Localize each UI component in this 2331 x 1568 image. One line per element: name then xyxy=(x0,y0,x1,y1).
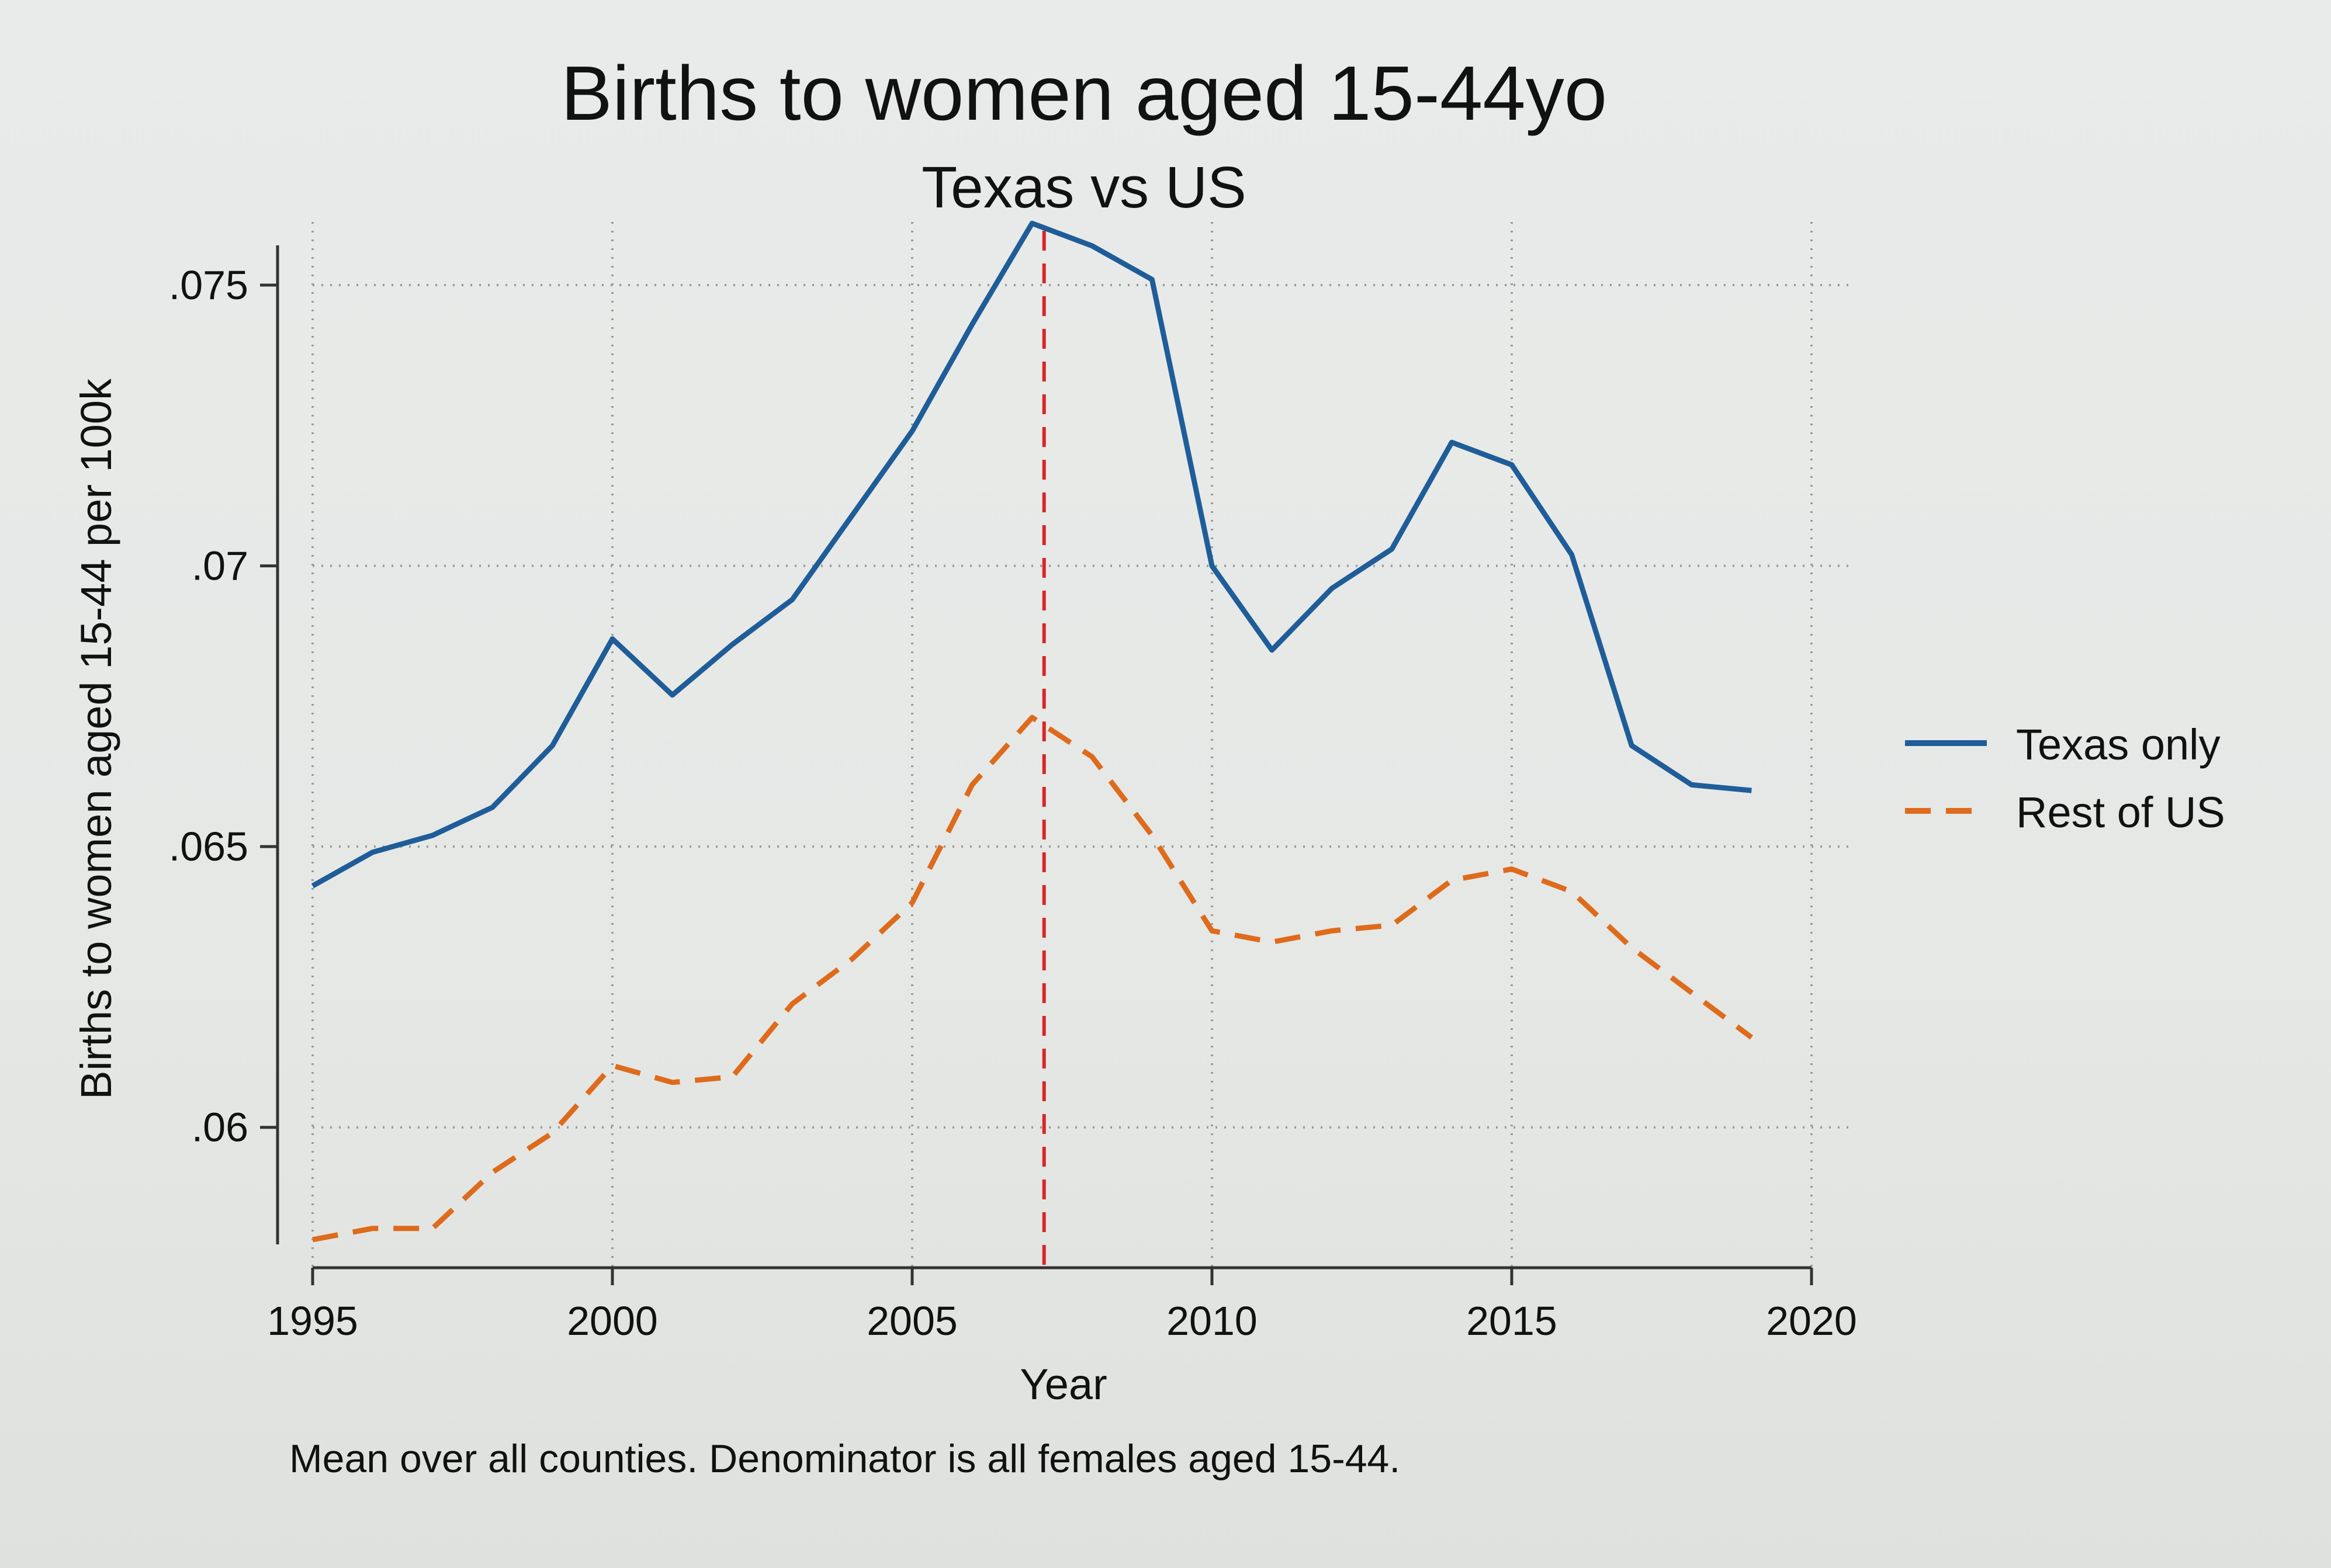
gridlines xyxy=(311,222,1852,1268)
x-tick-label: 2015 xyxy=(1466,1298,1557,1344)
chart-note: Mean over all counties. Denominator is a… xyxy=(289,1437,1400,1481)
axes: .06 .065 .07 .075 1995 2000 2005 2010 2015 2020 xyxy=(169,245,1857,1344)
chart-subtitle: Texas vs US xyxy=(922,155,1246,220)
y-tick-label: .07 xyxy=(192,543,248,589)
legend: Texas only Rest of US xyxy=(1905,720,2225,837)
x-tick-label: 2010 xyxy=(1166,1298,1258,1344)
series-line-texas xyxy=(311,220,1752,889)
x-axis-title: Year xyxy=(1020,1360,1107,1409)
series-group xyxy=(311,220,1754,1243)
x-tick-label: 2005 xyxy=(867,1298,958,1344)
legend-label-texas: Texas only xyxy=(2016,720,2221,769)
y-tick-label: .075 xyxy=(169,262,248,308)
series-line-rest-of-us xyxy=(312,714,1754,1243)
chart-title: Births to women aged 15-44yo xyxy=(561,50,1607,136)
y-tick-label: .06 xyxy=(192,1105,248,1150)
legend-label-rest-of-us: Rest of US xyxy=(2016,788,2225,837)
x-tick-label: 1995 xyxy=(267,1298,358,1344)
x-tick-label: 2000 xyxy=(567,1298,658,1344)
x-tick-label: 2020 xyxy=(1766,1298,1857,1344)
y-axis-title: Births to women aged 15-44 per 100k xyxy=(72,378,120,1099)
y-tick-label: .065 xyxy=(169,824,248,869)
